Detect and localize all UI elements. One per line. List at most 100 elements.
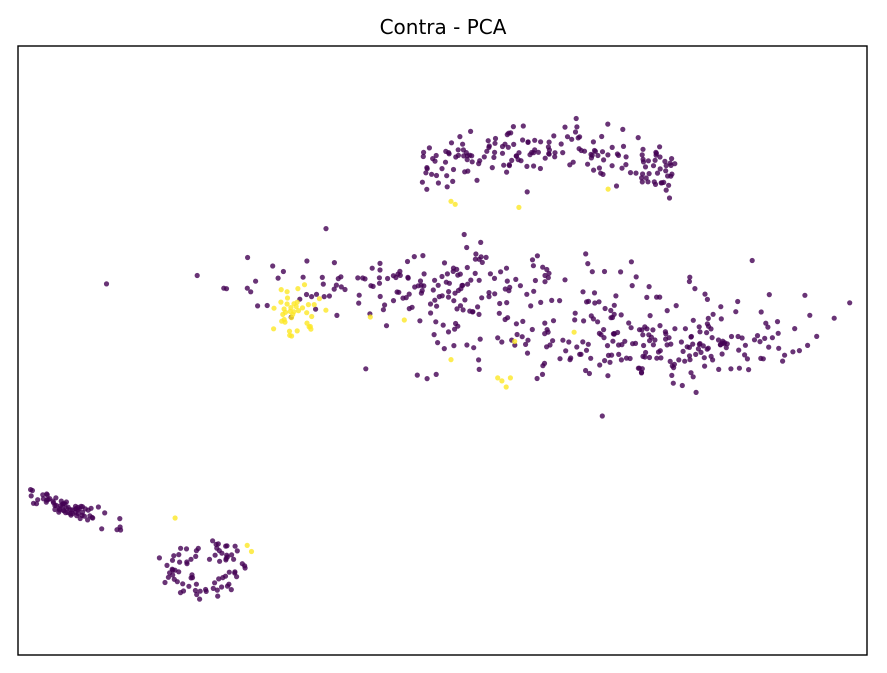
data-point-class-0: [650, 327, 656, 333]
data-point-class-0: [601, 327, 607, 333]
data-point-class-0: [546, 151, 552, 157]
data-point-class-0: [557, 298, 563, 304]
data-point-class-0: [30, 500, 37, 506]
data-point-class-0: [95, 504, 101, 510]
data-point-class-0: [484, 148, 490, 154]
data-point-class-0: [193, 581, 199, 587]
data-point-class-0: [239, 561, 245, 567]
data-point-class-0: [701, 355, 707, 361]
data-point-class-0: [702, 291, 708, 297]
data-point-class-0: [608, 307, 614, 314]
data-point-class-1: [278, 299, 284, 305]
data-point-class-0: [433, 371, 439, 377]
data-point-class-0: [519, 334, 525, 340]
data-point-class-0: [560, 337, 566, 343]
data-point-class-0: [188, 556, 194, 562]
data-point-class-0: [646, 284, 652, 290]
data-point-class-0: [578, 147, 584, 154]
data-point-class-0: [580, 339, 586, 345]
data-point-class-0: [664, 308, 670, 314]
data-point-class-0: [464, 264, 470, 271]
data-point-class-0: [478, 239, 484, 245]
data-point-class-0: [575, 135, 581, 141]
data-point-class-0: [585, 261, 591, 267]
data-point-class-0: [103, 281, 110, 287]
data-point-class-0: [604, 343, 611, 349]
data-point-class-0: [802, 292, 808, 298]
data-point-class-0: [643, 175, 649, 181]
data-point-class-0: [406, 291, 412, 297]
data-point-class-0: [433, 172, 440, 179]
data-point-class-0: [501, 162, 507, 168]
data-point-class-0: [473, 251, 479, 257]
data-point-class-0: [663, 168, 669, 174]
data-point-class-0: [572, 310, 578, 316]
data-point-class-0: [43, 499, 49, 505]
data-point-class-0: [517, 283, 524, 289]
data-point-class-0: [599, 133, 605, 140]
data-point-class-0: [214, 587, 220, 593]
data-point-class-0: [117, 516, 123, 522]
plot-area-frame: [17, 45, 868, 656]
data-point-class-0: [502, 316, 508, 323]
data-point-class-0: [524, 163, 530, 169]
data-point-class-0: [420, 253, 426, 259]
data-point-class-0: [472, 256, 478, 262]
data-point-class-0: [628, 259, 635, 265]
data-point-class-0: [313, 291, 320, 297]
data-point-class-0: [431, 332, 437, 338]
data-point-class-0: [618, 312, 624, 318]
data-point-class-0: [529, 149, 535, 156]
data-point-class-0: [609, 163, 615, 169]
data-point-class-0: [439, 273, 445, 280]
data-point-class-0: [469, 153, 475, 159]
data-point-class-0: [688, 370, 694, 376]
data-point-class-0: [275, 275, 281, 281]
data-point-class-0: [599, 149, 606, 155]
data-point-class-0: [465, 281, 471, 287]
data-point-class-0: [641, 342, 647, 349]
data-point-class-0: [538, 139, 544, 145]
data-point-class-0: [663, 336, 669, 342]
data-point-class-0: [486, 143, 492, 149]
data-point-class-0: [460, 141, 466, 147]
data-point-class-1: [499, 378, 505, 384]
data-point-class-0: [451, 298, 457, 304]
data-point-class-0: [331, 286, 337, 292]
data-point-class-1: [278, 287, 284, 293]
data-point-class-1: [284, 301, 290, 307]
data-point-class-0: [505, 144, 511, 150]
data-point-class-0: [414, 372, 420, 378]
data-point-class-0: [709, 335, 715, 341]
data-point-class-1: [295, 286, 301, 292]
data-point-class-0: [545, 329, 551, 335]
data-point-class-0: [117, 524, 123, 530]
data-point-class-0: [616, 351, 622, 357]
data-point-class-0: [668, 162, 674, 168]
data-point-class-0: [383, 323, 390, 329]
data-point-class-1: [172, 515, 178, 521]
data-point-class-1: [294, 328, 300, 334]
data-point-class-0: [460, 307, 466, 313]
data-point-class-0: [504, 278, 510, 284]
data-point-class-0: [194, 272, 200, 279]
data-point-class-0: [652, 337, 658, 343]
data-point-class-0: [544, 344, 550, 350]
data-point-class-0: [403, 295, 409, 301]
data-point-class-0: [69, 510, 76, 517]
data-point-class-0: [847, 300, 853, 306]
data-point-class-0: [720, 338, 726, 344]
data-point-class-0: [580, 289, 586, 295]
data-point-class-0: [197, 588, 203, 594]
data-point-class-0: [223, 557, 229, 563]
data-point-class-0: [704, 296, 711, 302]
data-point-class-0: [558, 141, 564, 147]
data-point-class-0: [532, 277, 539, 284]
data-point-class-1: [271, 326, 277, 332]
data-point-class-0: [203, 586, 209, 593]
data-point-class-0: [658, 355, 664, 361]
data-point-class-0: [210, 585, 216, 592]
data-point-class-0: [432, 297, 438, 303]
data-point-class-0: [439, 166, 445, 172]
data-point-class-0: [228, 587, 234, 593]
